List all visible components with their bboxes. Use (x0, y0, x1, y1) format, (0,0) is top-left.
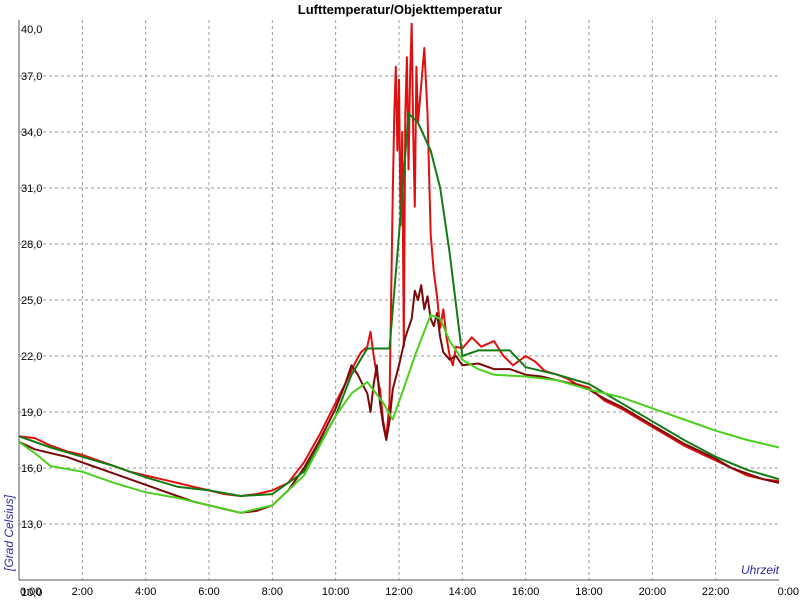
y-tick-label: 34,0 (21, 127, 42, 139)
x-tick-label: 10:00 (322, 586, 350, 598)
chart-title: Lufttemperatur/Objekttemperatur (298, 2, 502, 17)
y-tick-label: 19,0 (21, 407, 42, 419)
x-tick-label: 18:00 (575, 586, 603, 598)
y-tick-label: 13,0 (21, 519, 42, 531)
y-tick-label: 37,0 (21, 71, 42, 83)
x-tick-label: 0:00 (778, 586, 799, 598)
x-tick-label: 6:00 (198, 586, 219, 598)
x-tick-label: 12:00 (385, 586, 413, 598)
x-tick-label: 4:00 (135, 586, 156, 598)
y-tick-label: 16,0 (21, 463, 42, 475)
x-tick-label: 0:00 (20, 586, 41, 598)
x-axis-label: Uhrzeit (741, 563, 780, 577)
x-tick-label: 20:00 (639, 586, 667, 598)
y-tick-label: 31,0 (21, 183, 42, 195)
x-tick-label: 8:00 (262, 586, 283, 598)
x-tick-label: 16:00 (512, 586, 540, 598)
y-tick-label: 40,0 (21, 24, 42, 36)
y-tick-label: 25,0 (21, 295, 42, 307)
x-tick-label: 2:00 (72, 586, 93, 598)
x-tick-label: 22:00 (702, 586, 730, 598)
y-axis-label: [Grad Celsius] (2, 494, 16, 572)
x-tick-label: 14:00 (449, 586, 477, 598)
y-tick-label: 10,0 (21, 587, 42, 599)
y-tick-label: 22,0 (21, 351, 42, 363)
y-tick-label: 28,0 (21, 239, 42, 251)
series-line-4 (18, 313, 780, 514)
